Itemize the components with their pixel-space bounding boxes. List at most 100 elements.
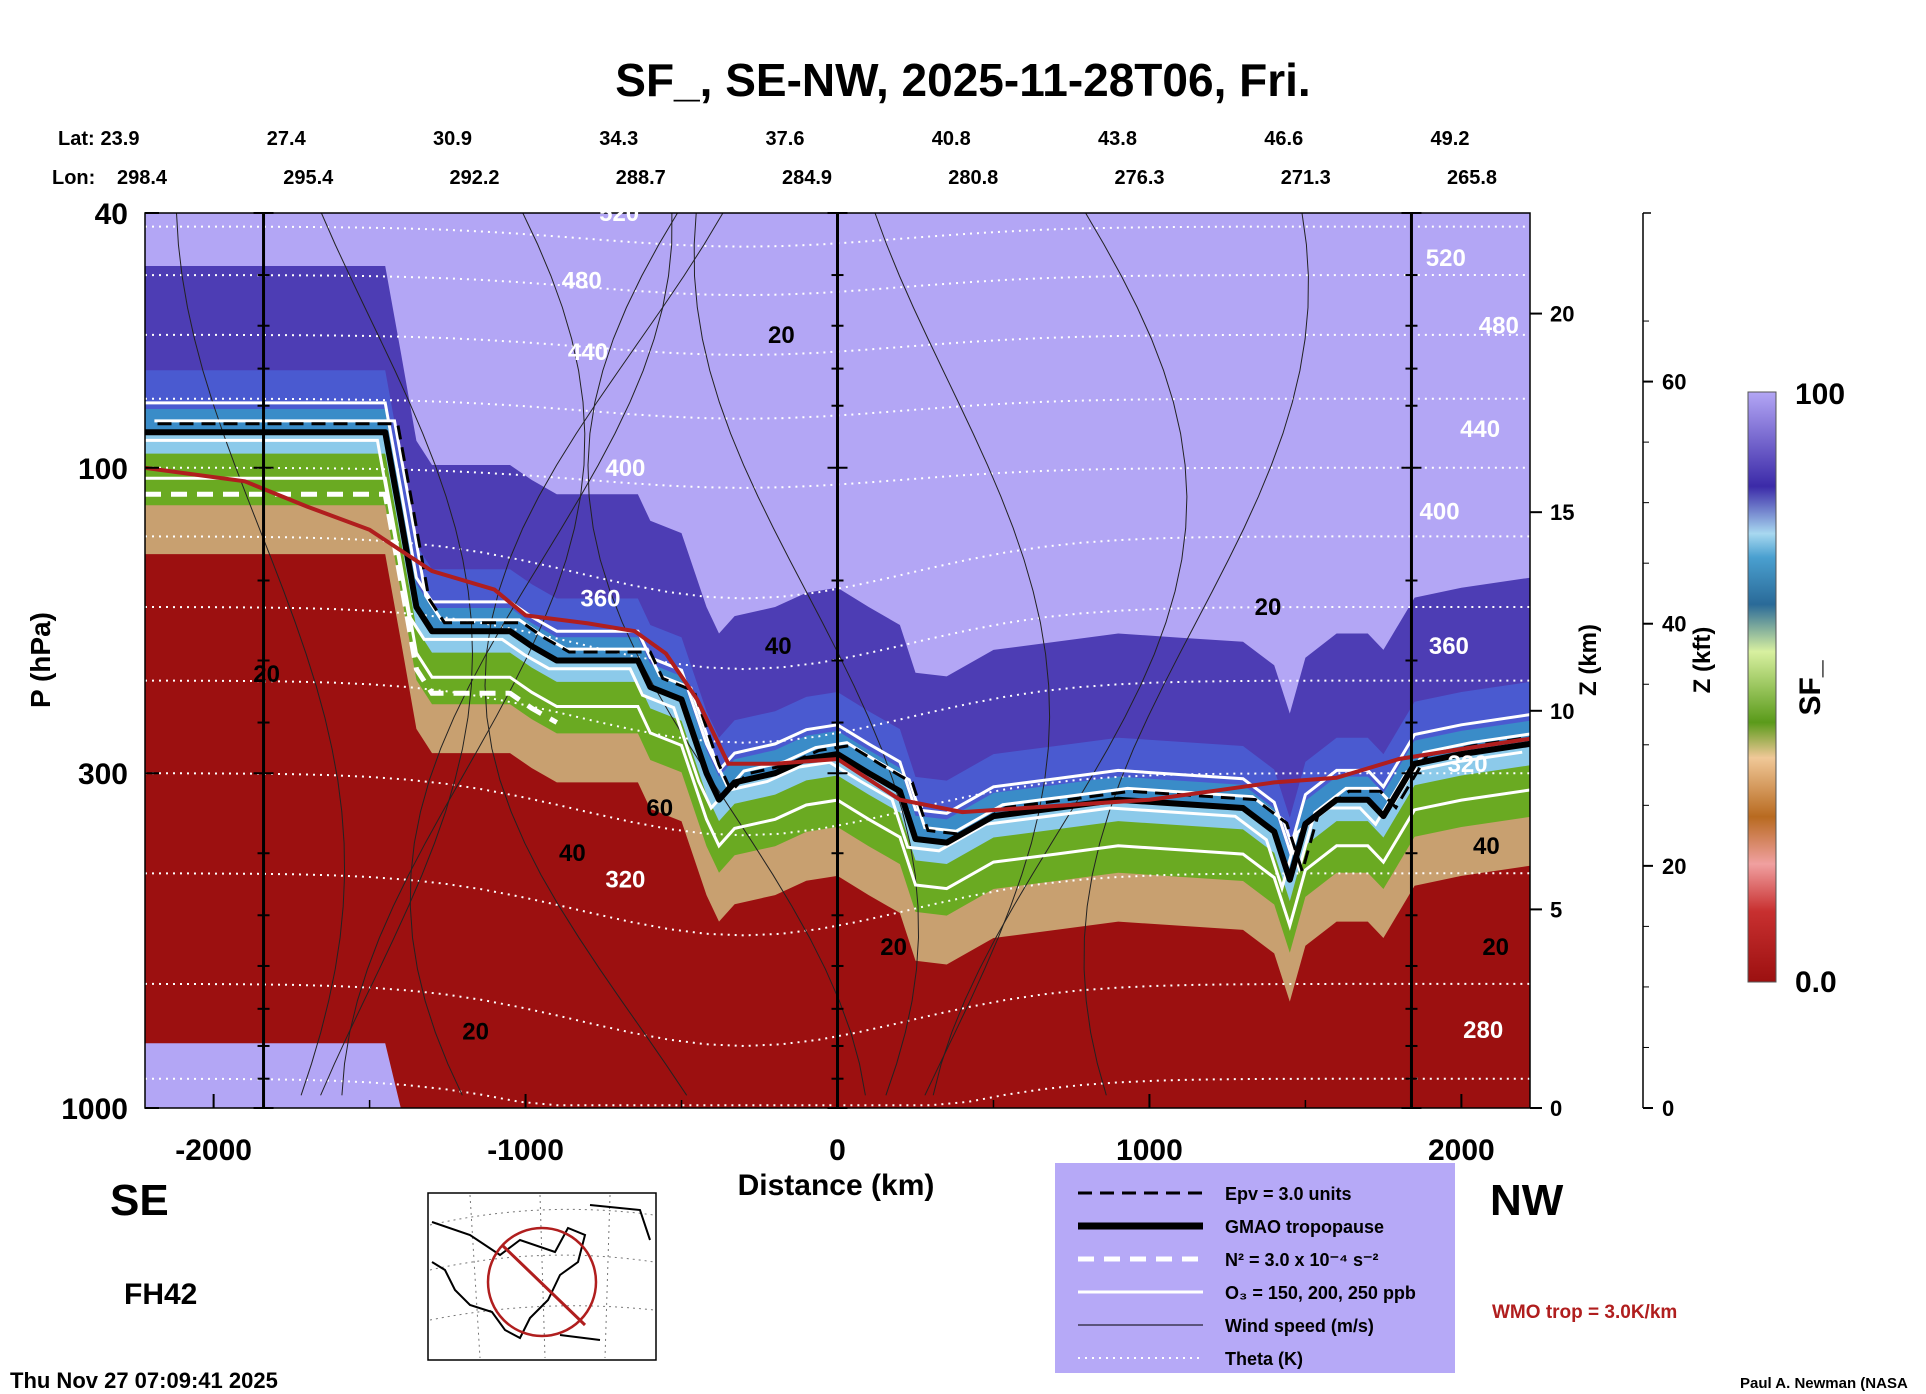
legend-label: GMAO tropopause bbox=[1225, 1217, 1384, 1237]
legend-label: Wind speed (m/s) bbox=[1225, 1316, 1374, 1336]
sf-band-indigo bbox=[145, 370, 1530, 880]
wind-label: 20 bbox=[462, 1019, 489, 1046]
theta-label: 360 bbox=[580, 585, 620, 612]
wind-label: 20 bbox=[253, 661, 280, 688]
colorbar-label: SF_ bbox=[1794, 660, 1827, 715]
lat-value: 49.2 bbox=[1431, 128, 1470, 150]
colorbar-min: 0.0 bbox=[1795, 966, 1837, 999]
sf-band-tan bbox=[145, 505, 1530, 1011]
z-kft-tick-label: 60 bbox=[1662, 370, 1686, 395]
x-axis: -2000 -1000 0 1000 2000 bbox=[175, 1094, 1495, 1167]
forecast-hour: FH42 bbox=[124, 1278, 197, 1311]
lon-value: 298.4 bbox=[117, 167, 168, 189]
theta-label: 480 bbox=[1479, 313, 1519, 340]
ozone-contour bbox=[145, 438, 1523, 894]
colorbar: 100 0.0 SF_ bbox=[1747, 378, 1845, 999]
locator-map-frame bbox=[427, 1192, 657, 1361]
locator-range-circle bbox=[486, 1226, 598, 1338]
lat-value: 40.8 bbox=[932, 128, 971, 150]
z-km-axis: 0 5 10 15 20 bbox=[1530, 302, 1574, 1121]
wmo-note: WMO trop = 3.0K/km bbox=[1492, 1302, 1677, 1323]
z-km-tick-label: 20 bbox=[1550, 302, 1574, 327]
theta-label: 320 bbox=[1448, 751, 1488, 778]
theta-label: 400 bbox=[1420, 498, 1460, 525]
wind-label: 60 bbox=[646, 795, 673, 822]
locator-map bbox=[427, 1192, 657, 1361]
legend: Epv = 3.0 units GMAO tropopause N² = 3.0 x… bbox=[1055, 1163, 1455, 1373]
z-km-tick-label: 15 bbox=[1550, 500, 1574, 525]
locator-section-line bbox=[500, 1243, 587, 1327]
legend-label: Epv = 3.0 units bbox=[1225, 1184, 1352, 1204]
z-km-label: Z (km) bbox=[1575, 624, 1602, 696]
wind-label: 20 bbox=[1255, 594, 1282, 621]
wind-labels: 20 20 40 60 40 20 20 40 20 20 bbox=[253, 322, 1509, 1046]
lat-value: 27.4 bbox=[267, 128, 307, 150]
lat-value: 30.9 bbox=[433, 128, 472, 150]
x-tick-label: 2000 bbox=[1428, 1134, 1495, 1167]
z-kft-tick-label: 40 bbox=[1662, 612, 1686, 637]
theta-label: 280 bbox=[1463, 1017, 1503, 1044]
z-kft-tick-label: 20 bbox=[1662, 854, 1686, 879]
lon-value: 271.3 bbox=[1281, 167, 1331, 189]
direction-se: SE bbox=[110, 1176, 169, 1225]
wind-isotach bbox=[176, 213, 346, 1096]
wind-label: 40 bbox=[1473, 833, 1500, 860]
wind-isotach bbox=[587, 213, 866, 1096]
theta-label: 400 bbox=[605, 455, 645, 482]
legend-label: Theta (K) bbox=[1225, 1349, 1303, 1369]
z-kft-axis: 0 20 40 60 bbox=[1642, 212, 1686, 1121]
lon-value: 280.8 bbox=[948, 167, 998, 189]
wind-label: 20 bbox=[1482, 934, 1509, 961]
x-tick-label: 1000 bbox=[1116, 1134, 1183, 1167]
theta-label: 440 bbox=[1460, 416, 1500, 443]
lon-value: 288.7 bbox=[616, 167, 666, 189]
sf-band-red bbox=[145, 554, 1530, 1108]
lat-value: 34.3 bbox=[599, 128, 638, 150]
theta-labels: 520 480 440 400 360 320 520 480 440 400 360 320 280 bbox=[562, 200, 1519, 1044]
theta-label: 480 bbox=[562, 268, 602, 295]
wind-isotach bbox=[484, 213, 724, 1096]
section-verticals bbox=[253, 212, 1422, 1109]
y-tick-label: 1000 bbox=[61, 1093, 128, 1126]
z-kft-label: Z (kft) bbox=[1689, 627, 1716, 694]
ozone-contour bbox=[154, 419, 1530, 874]
sf-band-purple bbox=[145, 266, 1530, 851]
legend-box bbox=[1055, 1163, 1455, 1373]
wind-isotach bbox=[341, 213, 586, 1096]
wind-isotach bbox=[1083, 213, 1309, 1096]
x-axis-label: Distance (km) bbox=[738, 1169, 935, 1202]
z-km-tick-label: 5 bbox=[1550, 897, 1562, 922]
theta-label: 440 bbox=[568, 339, 608, 366]
direction-nw: NW bbox=[1490, 1176, 1564, 1225]
lat-value: 43.8 bbox=[1098, 128, 1137, 150]
theta-label: 520 bbox=[599, 200, 639, 227]
y-tick-label: 300 bbox=[78, 758, 128, 791]
z-km-tick-label: 10 bbox=[1550, 699, 1574, 724]
lat-label: Lat: bbox=[58, 128, 95, 150]
y-axis-label: P (hPa) bbox=[25, 612, 56, 708]
credit: Paul A. Newman (NASA bbox=[1740, 1375, 1908, 1392]
n2-contour bbox=[145, 491, 559, 725]
wind-label: 20 bbox=[768, 322, 795, 349]
x-tick-label: -2000 bbox=[175, 1134, 252, 1167]
wind-isotach bbox=[874, 213, 1051, 1096]
x-tick-label: -1000 bbox=[487, 1134, 564, 1167]
lon-label: Lon: bbox=[52, 167, 95, 189]
wind-label: 20 bbox=[880, 934, 907, 961]
theta-label: 360 bbox=[1429, 633, 1469, 660]
y-tick-label: 100 bbox=[78, 453, 128, 486]
lon-value: 284.9 bbox=[782, 167, 832, 189]
lon-value: 295.4 bbox=[283, 167, 334, 189]
y-tick-label: 40 bbox=[95, 198, 128, 231]
lat-row: Lat: 23.9 27.4 30.9 34.3 37.6 40.8 43.8 46.6 49.… bbox=[58, 128, 1469, 150]
sf-band-green bbox=[145, 453, 1530, 964]
x-tick-label: 0 bbox=[829, 1134, 846, 1167]
theta-label: 520 bbox=[1426, 245, 1466, 272]
timestamp: Thu Nov 27 07:09:41 2025 bbox=[10, 1368, 278, 1393]
wind-isotach bbox=[932, 213, 1188, 1096]
lon-row: Lon: 298.4 295.4 292.2 288.7 284.9 280.8 276.3… bbox=[52, 167, 1497, 189]
lon-value: 292.2 bbox=[449, 167, 499, 189]
theta-label: 320 bbox=[605, 867, 645, 894]
wind-label: 40 bbox=[765, 633, 792, 660]
